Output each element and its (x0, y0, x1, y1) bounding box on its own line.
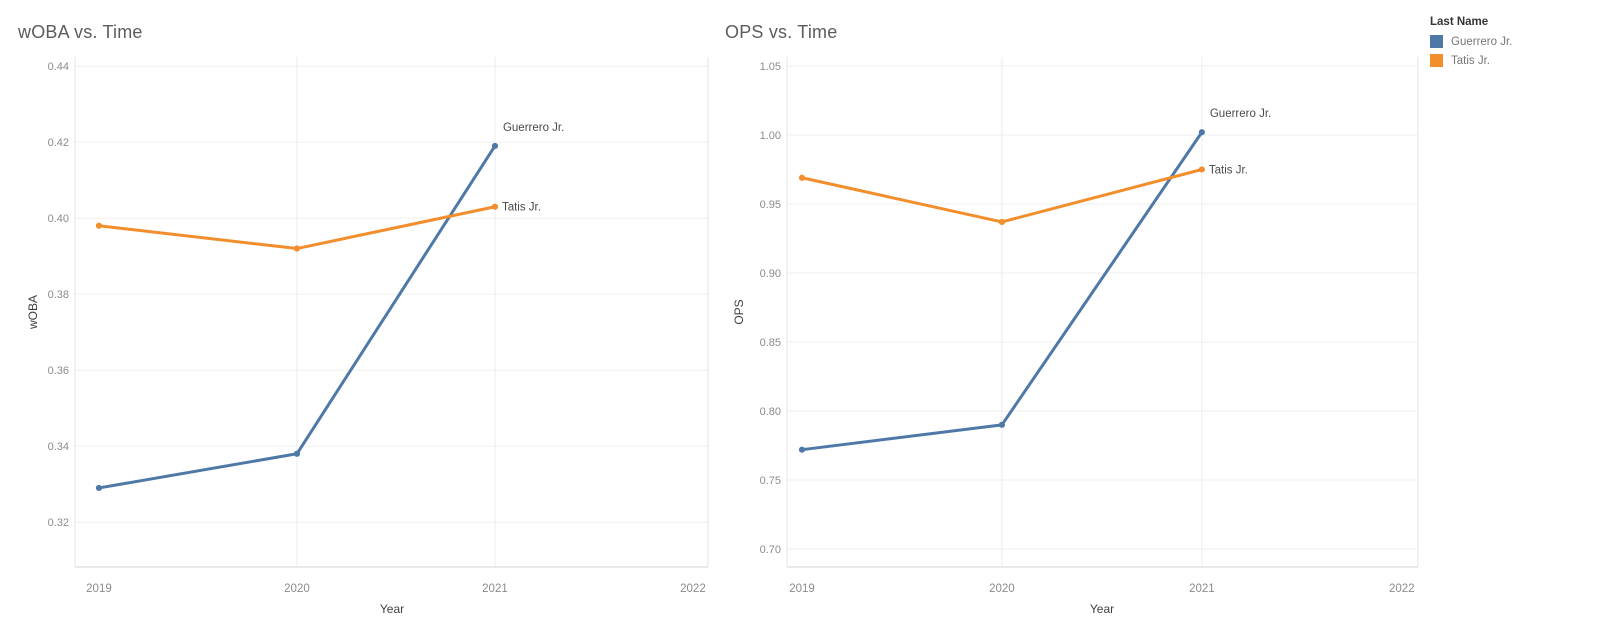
y-tick-label: 0.32 (48, 517, 69, 529)
data-point[interactable] (798, 174, 806, 181)
y-tick-label: 1.00 (760, 130, 781, 142)
legend-label-tatis-jr: Tatis Jr. (1451, 54, 1490, 67)
data-point[interactable] (1198, 129, 1205, 136)
x-tick-label: 2019 (86, 583, 112, 595)
chart-title-ops: OPS vs. Time (725, 22, 838, 42)
y-tick-label: 0.95 (760, 199, 781, 211)
legend: Last Name Guerrero Jr. Tatis Jr. (1430, 16, 1512, 73)
x-tick-label: 2022 (680, 583, 706, 595)
data-point[interactable] (798, 446, 806, 453)
y-tick-label: 0.40 (48, 213, 69, 225)
y-tick-label: 0.90 (760, 268, 781, 280)
data-point[interactable] (95, 222, 103, 229)
series-end-label: Guerrero Jr. (503, 122, 564, 134)
series-end-label: Guerrero Jr. (1210, 108, 1271, 120)
series-end-label: Tatis Jr. (1209, 164, 1248, 176)
chart-title-woba: wOBA vs. Time (18, 22, 143, 42)
y-tick-label: 0.85 (760, 337, 781, 349)
data-point[interactable] (293, 245, 301, 252)
x-tick-label: 2020 (989, 583, 1015, 595)
legend-item-guerrero-jr[interactable]: Guerrero Jr. (1430, 35, 1512, 48)
x-tick-label: 2021 (482, 583, 508, 595)
y-tick-label: 0.75 (760, 475, 781, 487)
x-axis-label-year-left: Year (379, 602, 405, 616)
x-tick-label: 2022 (1389, 583, 1415, 595)
legend-swatch-tatis-jr (1430, 54, 1443, 67)
y-tick-label: 0.80 (760, 406, 781, 418)
legend-label-guerrero-jr: Guerrero Jr. (1451, 35, 1513, 48)
legend-swatch-guerrero-jr (1430, 35, 1443, 48)
x-tick-label: 2019 (789, 583, 815, 595)
x-tick-label: 2021 (1189, 583, 1215, 595)
legend-title: Last Name (1430, 16, 1489, 28)
series-end-label: Tatis Jr. (502, 202, 541, 214)
data-point[interactable] (998, 421, 1006, 428)
y-axis-label-ops: OPS (732, 299, 746, 325)
y-tick-label: 0.38 (48, 289, 69, 301)
data-point[interactable] (293, 450, 301, 457)
y-tick-label: 0.42 (48, 137, 69, 149)
data-point[interactable] (491, 142, 499, 150)
x-axis-label-year-right: Year (1089, 602, 1115, 616)
x-tick-label: 2020 (284, 583, 310, 595)
legend-item-tatis-jr[interactable]: Tatis Jr. (1430, 54, 1512, 67)
data-point[interactable] (998, 218, 1006, 226)
y-tick-label: 0.34 (48, 441, 69, 453)
data-point[interactable] (491, 203, 499, 210)
y-tick-label: 0.44 (48, 61, 69, 73)
y-axis-label-woba: wOBA (26, 294, 40, 330)
y-tick-label: 0.36 (48, 365, 69, 377)
y-tick-label: 1.05 (760, 61, 781, 73)
data-point[interactable] (1198, 166, 1205, 173)
data-point[interactable] (95, 484, 103, 492)
y-tick-label: 0.70 (760, 544, 781, 556)
